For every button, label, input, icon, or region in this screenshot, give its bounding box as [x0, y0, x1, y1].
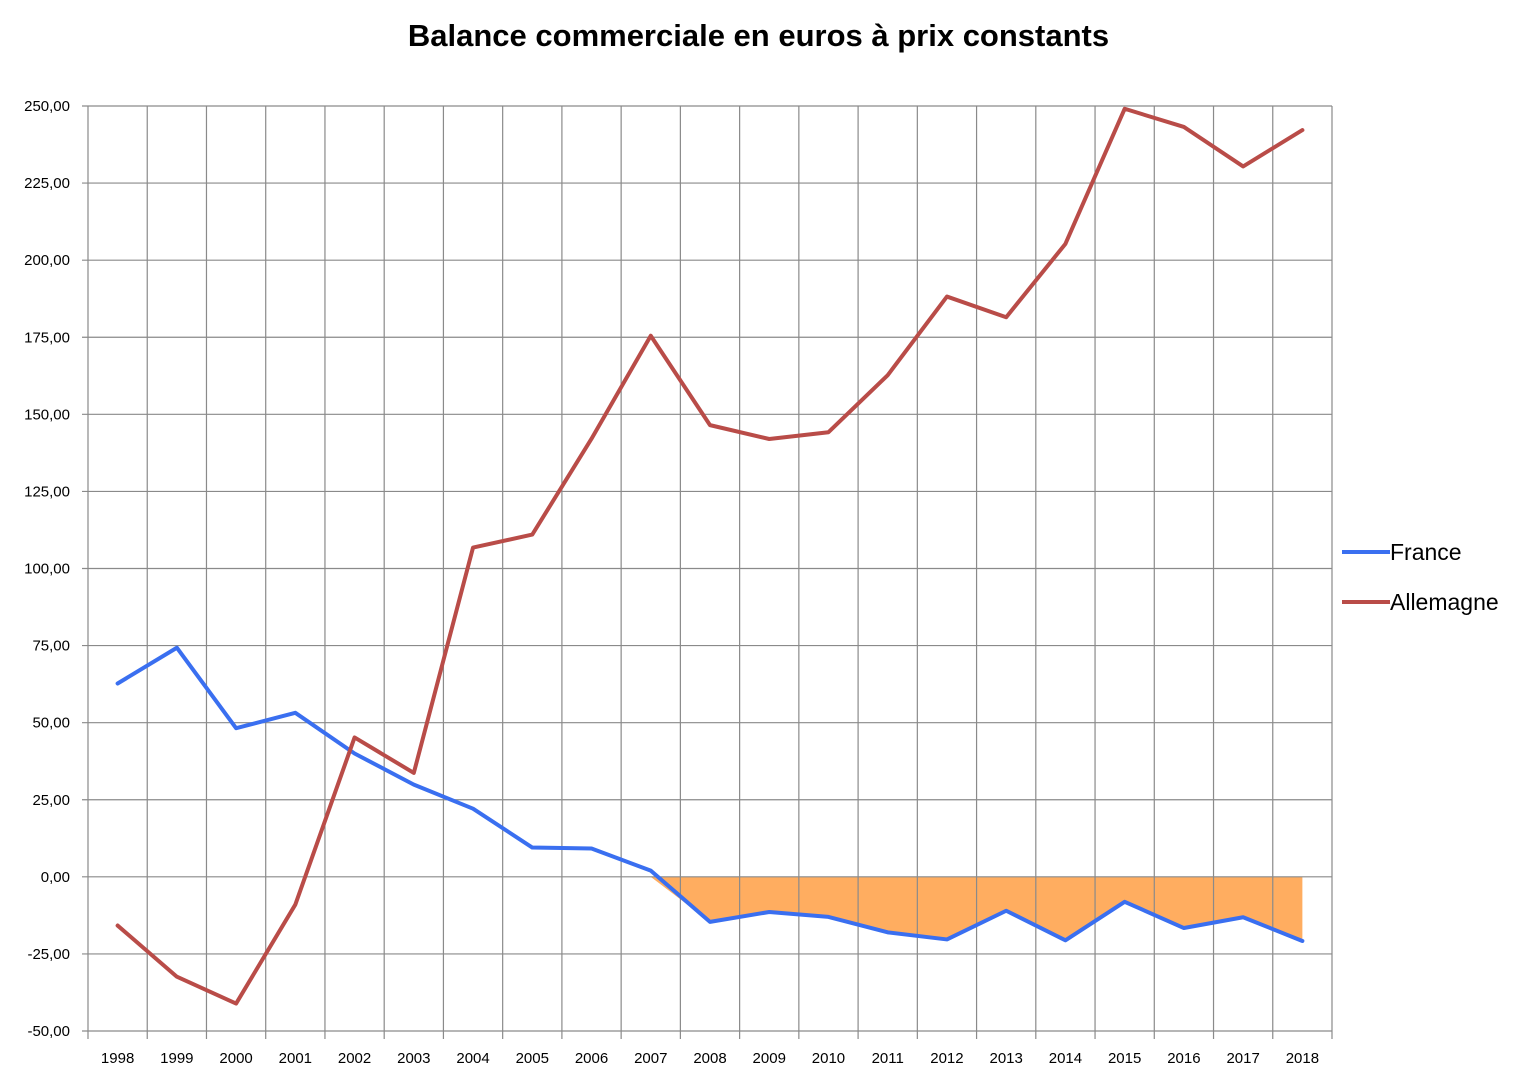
legend-label: France [1390, 539, 1462, 565]
y-tick-label: 175,00 [24, 329, 70, 346]
y-tick-label: 150,00 [24, 406, 70, 423]
x-tick-label: 2003 [397, 1050, 430, 1067]
x-tick-label: 2013 [990, 1050, 1023, 1067]
x-tick-label: 2006 [575, 1050, 608, 1067]
x-tick-label: 2011 [872, 1050, 904, 1067]
x-tick-label: 2016 [1167, 1050, 1200, 1067]
x-tick-label: 2017 [1226, 1050, 1259, 1067]
x-tick-label: 2004 [456, 1050, 489, 1067]
y-tick-labels: -50,00 -25,00 0,00 25,00 50,00 75,00 100,00 125… [24, 98, 70, 1040]
y-tick-label: 100,00 [24, 561, 70, 578]
x-tick-label: 2007 [634, 1050, 667, 1067]
y-tick-label: 250,00 [24, 98, 70, 115]
legend-label: Allemagne [1390, 589, 1499, 615]
y-tick-label: 225,00 [24, 175, 70, 192]
series-layer [115, 106, 1305, 1006]
y-tick-label: 25,00 [32, 792, 70, 809]
x-tick-label: 2014 [1049, 1050, 1082, 1067]
y-tick-label: -25,00 [27, 946, 70, 963]
x-tick-label: 2001 [279, 1050, 312, 1067]
x-tick-label: 1999 [160, 1050, 193, 1067]
x-tick-label: 2005 [516, 1050, 549, 1067]
x-tick-label: 1998 [101, 1050, 134, 1067]
deficit-area [117, 876, 1303, 941]
y-tick-label: 50,00 [32, 715, 70, 732]
series-line-france [115, 645, 1305, 943]
legend: France Allemagne [1342, 539, 1499, 615]
x-tick-label: 2012 [930, 1050, 963, 1067]
x-tick-labels: 1998 1999 2000 2001 2002 2003 2004 2005 2006 2007… [101, 1050, 1319, 1067]
x-tick-label: 2002 [338, 1050, 371, 1067]
x-tick-label: 2009 [753, 1050, 786, 1067]
x-tick-label: 2008 [693, 1050, 726, 1067]
y-tick-label: -50,00 [27, 1023, 70, 1040]
chart-title: Balance commerciale en euros à prix cons… [407, 18, 1110, 53]
y-tick-label: 75,00 [32, 638, 70, 655]
y-tick-label: 0,00 [41, 869, 70, 886]
grid-layer [82, 105, 1333, 1039]
x-tick-label: 2015 [1108, 1050, 1141, 1067]
y-tick-label: 125,00 [24, 483, 70, 500]
deficit-fill-layer [117, 876, 1303, 941]
x-tick-label: 2000 [219, 1050, 252, 1067]
x-tick-label: 2010 [812, 1050, 845, 1067]
series-line-allemagne [115, 106, 1305, 1006]
y-tick-label: 200,00 [24, 252, 70, 269]
x-tick-label: 2018 [1286, 1050, 1319, 1067]
